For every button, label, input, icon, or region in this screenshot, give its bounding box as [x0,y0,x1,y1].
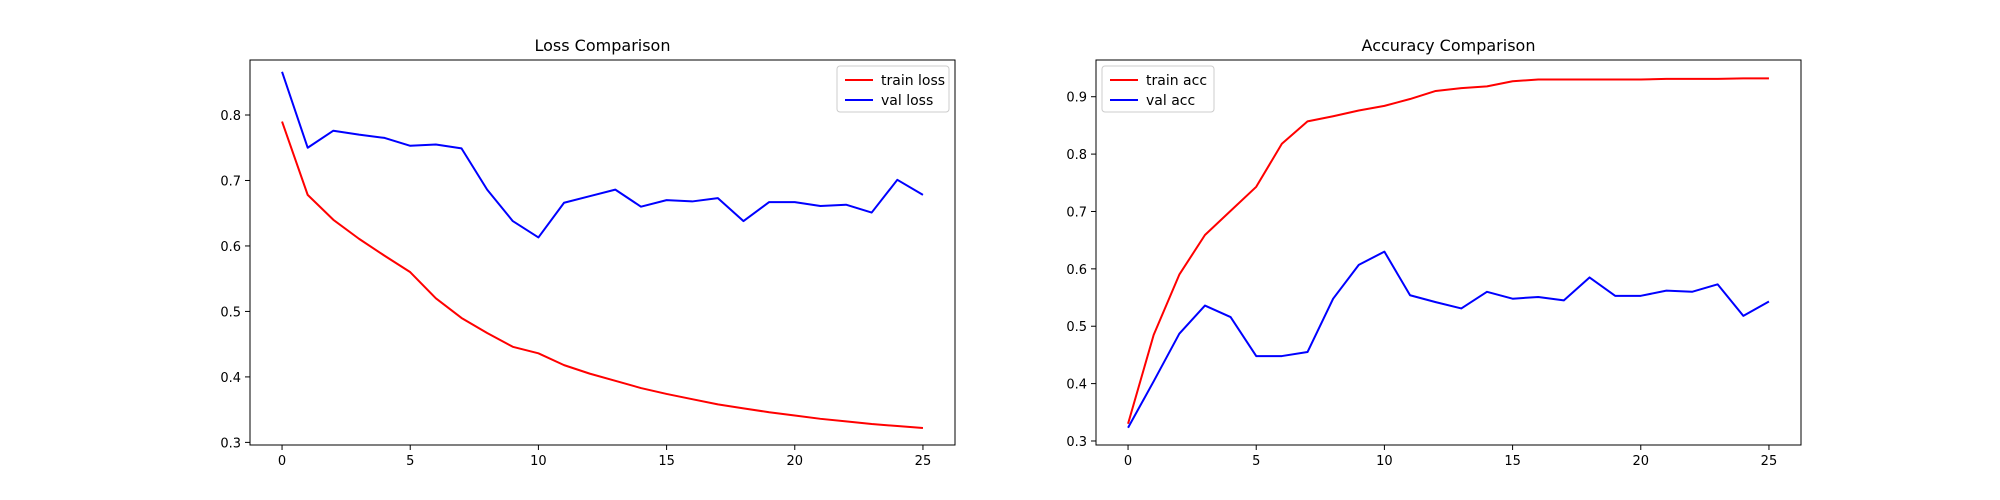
y-tick-label: 0.7 [1066,205,1087,220]
legend: train loss val loss [836,65,950,113]
y-tick-label: 0.8 [1066,148,1087,163]
series-line-val-acc [1127,250,1770,429]
loss-comparison-chart: Loss Comparison 0 5 10 15 20 25 0.3 0.4 0.5 0.6 0.7… [220,36,956,469]
y-tick-label: 0.3 [220,436,241,451]
legend-label: val acc [1146,93,1195,109]
y-tick-label: 0.5 [1066,320,1087,335]
legend-label: train loss [881,73,945,89]
y-tick-label: 0.3 [1066,435,1087,450]
y-tick-label: 0.7 [220,174,241,189]
series-line-train-loss [281,121,924,429]
legend-label: val loss [881,93,933,109]
plot-frame [1095,59,1802,446]
x-tick-label: 0 [278,454,286,469]
x-tick-label: 20 [1632,454,1649,469]
legend-label: train acc [1146,73,1207,89]
x-tick-label: 25 [915,454,932,469]
x-tick-label: 10 [530,454,547,469]
x-tick-label: 15 [1504,454,1521,469]
x-tick-label: 25 [1761,454,1778,469]
y-tick-label: 0.4 [220,371,241,386]
accuracy-comparison-chart: Accuracy Comparison 0 5 10 15 20 25 0.3 0.4 0.5 0.… [1066,36,1802,469]
legend: train acc val acc [1101,65,1215,113]
series-line-val-loss [281,71,924,239]
y-tick-label: 0.6 [1066,263,1087,278]
x-tick-label: 20 [786,454,803,469]
plot-frame [249,59,956,446]
series-line-train-acc [1127,77,1769,425]
chart-title: Loss Comparison [535,36,671,55]
chart-title: Accuracy Comparison [1362,36,1536,55]
x-tick-label: 10 [1376,454,1393,469]
y-tick-label: 0.5 [220,305,241,320]
x-tick-label: 0 [1124,454,1132,469]
x-tick-label: 5 [406,454,414,469]
x-tick-label: 5 [1252,454,1260,469]
y-tick-label: 0.4 [1066,378,1087,393]
y-tick-label: 0.8 [220,109,241,124]
y-tick-label: 0.9 [1066,91,1087,106]
x-tick-label: 15 [658,454,675,469]
y-tick-label: 0.6 [220,240,241,255]
